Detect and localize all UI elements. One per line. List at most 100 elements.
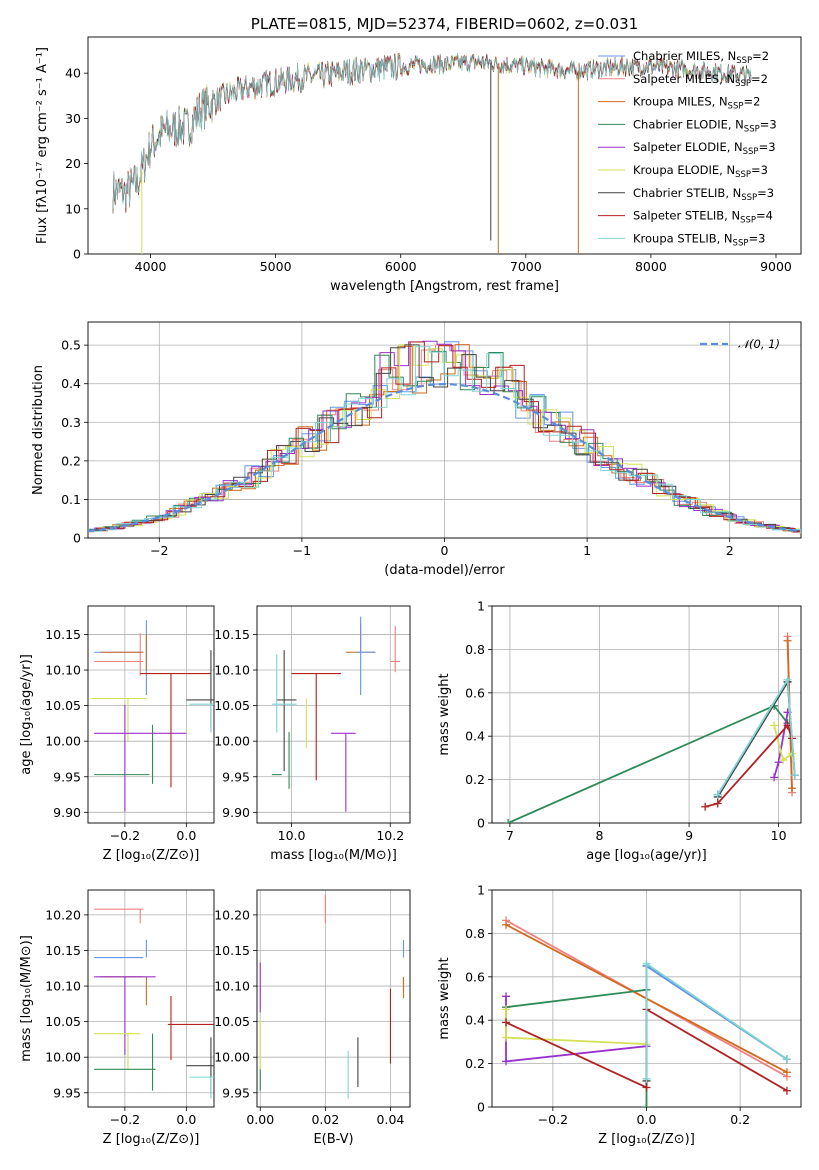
legend-label: 𝒩(0, 1) — [738, 337, 780, 351]
x-tick-label: 0.2 — [730, 1112, 750, 1127]
x-tick-label: −1 — [293, 543, 311, 558]
x-tick-label: 10.2 — [376, 828, 404, 843]
weight-marker-kroupa_elodie — [502, 1033, 511, 1042]
y-tick-label: 10.00 — [45, 1050, 81, 1065]
y-tick-label: 0.8 — [465, 642, 485, 657]
histogram-chabrier_stelib — [88, 344, 801, 532]
legend-label: Salpeter ELODIE, NSSP=3 — [633, 140, 776, 157]
legend-subscript: SSP — [736, 56, 752, 66]
y-axis-label: mass weight — [437, 673, 452, 755]
y-tick-label: 0 — [73, 531, 81, 546]
gaussian-curve — [88, 382, 801, 533]
x-axis-label: wavelength [Angstrom, rest frame] — [330, 279, 559, 294]
legend-value: =2 — [752, 49, 769, 63]
x-axis-label: age [log₁₀(age/yr)] — [586, 848, 707, 863]
weight-marker-chabrier_elodie — [642, 1103, 651, 1107]
x-axis-label: E(B-V) — [313, 1132, 353, 1147]
legend-value: =4 — [756, 209, 773, 223]
x-tick-label: −0.2 — [538, 1112, 568, 1127]
weight-marker-salpeter_elodie — [502, 992, 511, 1001]
x-tick-label: 8 — [596, 828, 604, 843]
weight-marker-salpeter_elodie — [774, 758, 783, 767]
x-tick-label: 0.0 — [176, 828, 196, 843]
legend-label: Chabrier ELODIE, NSSP=3 — [633, 117, 777, 134]
legend-subscript: SSP — [740, 216, 756, 226]
y-tick-label: 0.6 — [465, 685, 485, 700]
y-tick-label: 10.00 — [214, 1050, 250, 1065]
x-tick-label: 7 — [506, 828, 514, 843]
mass_vs_ebv-points — [259, 894, 405, 1099]
legend-value: =3 — [757, 186, 774, 200]
y-tick-label: 10.20 — [45, 907, 81, 922]
y-tick-label: 10.05 — [45, 698, 81, 713]
weight-line-salpeter_stelib — [704, 723, 793, 808]
y-tick-label: 40 — [65, 66, 81, 81]
weight-marker-kroupa_miles — [782, 1068, 791, 1077]
y-tick-label: 9.90 — [53, 805, 81, 820]
x-tick-label: −0.2 — [110, 1112, 140, 1127]
x-axis-label: Z [log₁₀(Z/Z⊙)] — [598, 1132, 695, 1147]
x-tick-label: 1 — [583, 543, 591, 558]
weight-marker-kroupa_miles — [783, 636, 792, 645]
y-tick-label: 20 — [65, 156, 81, 171]
weight-marker-kroupa_elodie — [770, 721, 779, 730]
legend-subscript: SSP — [735, 79, 751, 89]
chart-title: PLATE=0815, MJD=52374, FIBERID=0602, z=0… — [251, 15, 638, 33]
weight-marker-kroupa_stelib — [642, 1074, 651, 1083]
x-axis-label: Z [log₁₀(Z/Z⊙)] — [103, 1132, 200, 1147]
axes-frame — [256, 889, 411, 1108]
y-tick-label: 0.8 — [465, 926, 485, 941]
y-tick-label: 9.95 — [222, 1085, 250, 1100]
legend-subscript: SSP — [741, 193, 757, 203]
axes-frame — [256, 605, 411, 824]
spectrum-line-kroupa_stelib — [112, 53, 752, 209]
x-tick-label: 10.0 — [278, 828, 306, 843]
y-tick-label: 0 — [477, 1100, 485, 1115]
y-tick-label: 10.05 — [214, 1014, 250, 1029]
spectrum-chart: PLATE=0815, MJD=52374, FIBERID=0602, z=0… — [35, 15, 802, 294]
x-tick-label: 5000 — [260, 259, 292, 274]
weight_vs_Z-lines — [502, 916, 791, 1107]
x-axis-label: (data-model)/error — [384, 563, 505, 578]
y-tick-label: 10.20 — [214, 907, 250, 922]
y-tick-label: 10.15 — [45, 943, 81, 958]
weight-marker-kroupa_stelib — [783, 675, 792, 684]
age_vs_mass-points — [271, 616, 401, 812]
legend-value: =3 — [760, 117, 777, 131]
y-tick-label: 10.10 — [45, 979, 81, 994]
y-tick-label: 10.00 — [214, 734, 250, 749]
y-tick-label: 10.05 — [45, 1014, 81, 1029]
x-tick-label: −2 — [150, 543, 168, 558]
y-tick-label: 0.2 — [61, 453, 81, 468]
y-tick-label: 0.2 — [465, 1056, 485, 1071]
y-tick-label: 0.1 — [61, 492, 81, 507]
y-tick-label: 10 — [65, 201, 81, 216]
residuals-chart: −2 −1 0 1 2 0 0.1 0.2 0.3 0.4 0.5 (data-model)/erro… — [31, 321, 802, 578]
weight-marker-salpeter_elodie — [770, 773, 779, 782]
y-tick-label: 0 — [73, 247, 81, 262]
y-axis-label: age [log₁₀(age/yr)] — [19, 654, 34, 775]
spectrum-lines — [112, 52, 752, 254]
x-tick-label: 7000 — [510, 259, 542, 274]
y-tick-label: 0.4 — [465, 729, 485, 744]
legend-label: Chabrier STELIB, NSSP=3 — [633, 186, 774, 203]
legend-subscript: SSP — [735, 170, 751, 180]
legend-subscript: SSP — [728, 102, 744, 112]
legend-label: Kroupa MILES, NSSP=2 — [633, 95, 760, 112]
legend-label: Salpeter MILES, NSSP=2 — [633, 72, 768, 89]
legend-subscript: SSP — [743, 147, 759, 157]
mass_vs_Z-points — [94, 908, 214, 1099]
legend-subscript: SSP — [733, 238, 749, 248]
y-tick-label: 10.15 — [214, 943, 250, 958]
axes-frame — [87, 36, 802, 255]
y-tick-label: 0.3 — [61, 415, 81, 430]
axes-frame — [87, 605, 215, 824]
x-tick-label: 4000 — [135, 259, 167, 274]
y-tick-label: 0.4 — [61, 376, 81, 391]
weight-marker-salpeter_stelib — [782, 1086, 791, 1095]
x-tick-label: 6000 — [385, 259, 417, 274]
y-tick-label: 1 — [477, 883, 485, 898]
weight-marker-kroupa_stelib — [790, 771, 799, 780]
x-tick-label: 8000 — [635, 259, 667, 274]
